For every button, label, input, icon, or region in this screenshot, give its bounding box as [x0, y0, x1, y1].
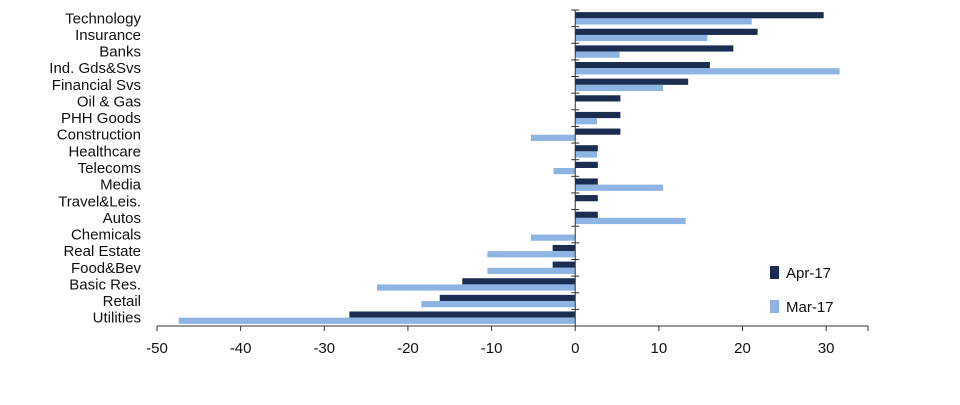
bar-apr-17-construction: [575, 128, 621, 135]
bar-mar-17-healthcare: [575, 151, 597, 158]
x-tick-label: -10: [481, 340, 503, 357]
category-label: Ind. Gds&Svs: [49, 60, 141, 77]
bar-mar-17-retail: [421, 301, 576, 308]
bar-apr-17-real-estate: [552, 244, 576, 252]
bar-apr-17-oil-gas: [575, 95, 621, 102]
category-label: Food&Bev: [71, 260, 142, 277]
category-label: Retail: [103, 293, 141, 310]
legend: Apr-17 Mar-17: [770, 265, 834, 316]
bar-apr-17-utilities: [349, 311, 576, 318]
category-label: Basic Res.: [69, 276, 141, 293]
category-label: Media: [100, 177, 142, 194]
axes-layer: [156, 9, 869, 331]
bar-apr-17-basic-res-: [462, 278, 576, 285]
bar-apr-17-healthcare: [575, 145, 598, 152]
x-tick-label: 30: [818, 340, 835, 357]
category-label: Chemicals: [71, 227, 141, 244]
bar-apr-17-telecoms: [575, 161, 598, 168]
x-tick-label: -20: [397, 340, 419, 357]
bar-mar-17-technology: [575, 18, 752, 25]
x-tick-label: -40: [230, 340, 252, 357]
x-tick-label: -30: [313, 340, 335, 357]
bar-apr-17-travel-leis-: [575, 195, 598, 202]
x-tick-label: 10: [651, 340, 668, 357]
category-label: Financial Svs: [52, 77, 141, 94]
category-label: Insurance: [75, 27, 141, 44]
bar-mar-17-telecoms: [553, 168, 576, 175]
legend-label-apr-17: Apr-17: [786, 265, 831, 282]
x-tick-label: 0: [571, 340, 579, 357]
x-tick-label: -50: [146, 340, 168, 357]
category-label: Utilities: [93, 310, 141, 327]
bar-apr-17-technology: [575, 12, 824, 19]
bar-mar-17-insurance: [575, 34, 708, 42]
category-label: Real Estate: [63, 243, 141, 260]
bar-mar-17-ind-gds-svs: [575, 68, 840, 75]
legend-swatch-apr-17: [770, 266, 779, 279]
bar-apr-17-food-bev: [552, 261, 576, 268]
bar-mar-17-media: [575, 184, 664, 191]
category-label: Healthcare: [68, 143, 141, 160]
bar-mar-17-construction: [530, 134, 576, 141]
bar-apr-17-financial-svs: [575, 78, 689, 85]
bar-mar-17-food-bev: [487, 267, 576, 274]
category-label: Autos: [103, 210, 141, 227]
bar-apr-17-media: [575, 178, 598, 185]
bar-mar-17-banks: [575, 51, 620, 58]
category-label: PHH Goods: [61, 110, 141, 127]
bar-apr-17-banks: [575, 45, 734, 52]
bar-apr-17-phh-goods: [575, 111, 621, 119]
category-label: Telecoms: [78, 160, 141, 177]
bar-mar-17-autos: [575, 217, 686, 225]
legend-swatch-mar-17: [770, 300, 779, 313]
bar-mar-17-real-estate: [487, 251, 576, 258]
bar-apr-17-retail: [439, 294, 576, 302]
bar-mar-17-chemicals: [530, 234, 576, 241]
bars-layer: [178, 12, 840, 324]
category-label: Oil & Gas: [77, 93, 141, 110]
bar-mar-17-financial-svs: [575, 84, 664, 92]
bar-apr-17-autos: [575, 211, 598, 218]
bar-apr-17-insurance: [575, 28, 758, 35]
legend-label-mar-17: Mar-17: [786, 299, 834, 316]
category-label: Banks: [99, 44, 141, 61]
bar-mar-17-utilities: [178, 317, 576, 324]
category-label: Travel&Leis.: [58, 193, 141, 210]
bar-mar-17-basic-res-: [376, 284, 576, 291]
bar-apr-17-ind-gds-svs: [575, 62, 710, 69]
x-tick-label: 20: [734, 340, 751, 357]
bar-mar-17-phh-goods: [575, 118, 597, 125]
category-label: Construction: [57, 127, 141, 144]
category-label: Technology: [65, 10, 141, 27]
